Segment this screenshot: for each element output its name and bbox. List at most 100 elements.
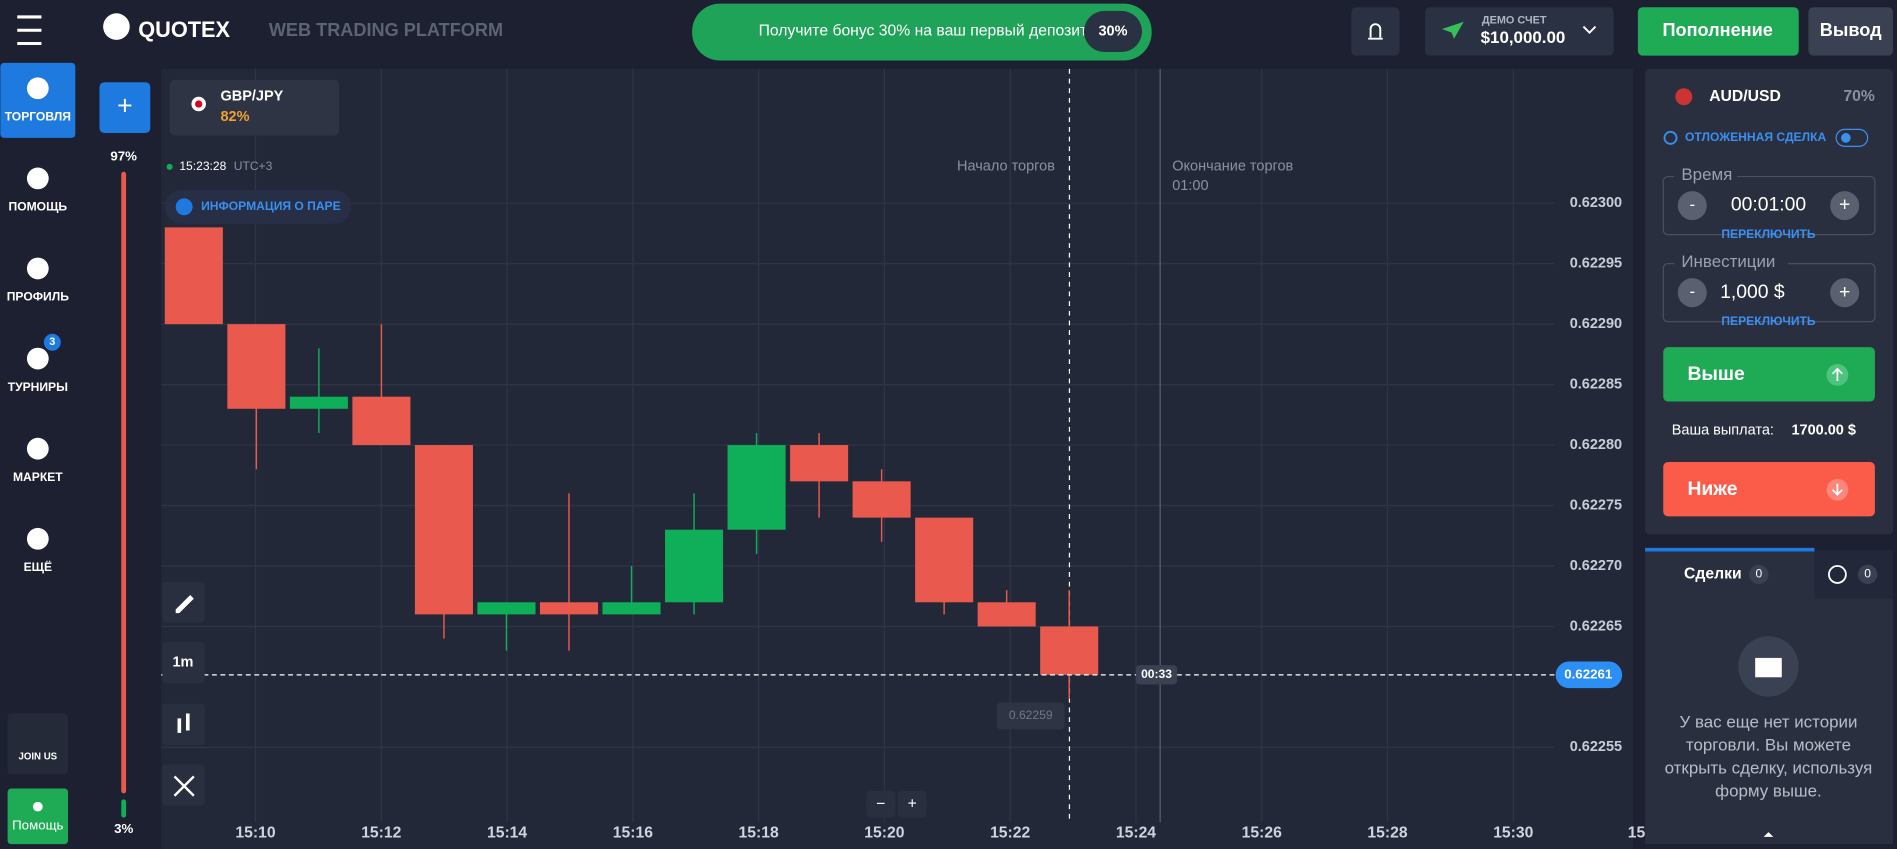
empty-text: форму выше.: [1715, 782, 1822, 801]
plus-button[interactable]: [1830, 278, 1860, 308]
nav-label[interactable]: ПРОФИЛЬ: [7, 290, 69, 304]
zoom-out-text: −: [876, 795, 885, 812]
deposit-button[interactable]: [1637, 7, 1799, 56]
x-tick-label: 15:14: [487, 824, 527, 841]
nav-icon: [26, 77, 49, 100]
zoom-in[interactable]: [897, 790, 927, 818]
empty-text: открыть сделку, используя: [1665, 759, 1873, 778]
trade-panel: [1645, 68, 1894, 535]
promo[interactable]: [692, 3, 1152, 61]
asset-tab[interactable]: [169, 79, 339, 136]
payout-value: 1700.00 $: [1791, 422, 1856, 438]
plus-text: +: [1839, 281, 1850, 303]
panel-asset: AUD/USD: [1709, 88, 1781, 105]
candle-body: [915, 517, 974, 603]
logo-icon: [103, 13, 130, 40]
up-button[interactable]: [1663, 347, 1875, 402]
candle-body: [414, 445, 473, 615]
zoom-in-text: +: [908, 795, 917, 812]
sentiment-up: [121, 799, 127, 818]
candle-body: [477, 602, 536, 615]
y-tick-label: 0.62300: [1570, 195, 1622, 211]
y-tick-label: 0.62255: [1570, 739, 1622, 755]
chevron: [1582, 25, 1597, 35]
subtitle: WEB TRADING PLATFORM: [269, 20, 503, 40]
pending-toggle[interactable]: [1835, 128, 1869, 147]
deposit-text: Пополнение: [1662, 20, 1772, 40]
switch-link[interactable]: ПЕРЕКЛЮЧИТЬ: [1721, 314, 1816, 328]
nav-label[interactable]: ЕЩЁ: [24, 559, 52, 574]
notifications[interactable]: [1351, 7, 1400, 56]
x-tick-label: 15:18: [739, 824, 779, 841]
minus-text: -: [1689, 195, 1695, 214]
plus-button[interactable]: [1830, 191, 1860, 221]
sidebar: 3 JOIN US Помощь ТОРГОВЛЯ ПОМОЩЬ ПРОФИЛЬ ТУ…: [5, 77, 71, 845]
timeframe: 1m: [172, 655, 193, 671]
timeframe-tool[interactable]: [162, 642, 205, 684]
join-text: JOIN US: [19, 752, 58, 763]
account[interactable]: [1425, 7, 1614, 56]
down-button[interactable]: [1663, 461, 1875, 517]
menu-icon[interactable]: [17, 15, 42, 46]
withdraw-button[interactable]: [1808, 7, 1894, 56]
switch-link[interactable]: ПЕРЕКЛЮЧИТЬ: [1721, 227, 1816, 241]
help-dot: [32, 801, 43, 812]
timezone: UTC+3: [234, 159, 273, 173]
zoom-out[interactable]: [866, 790, 896, 818]
trades-tab[interactable]: Сделки: [1684, 566, 1742, 583]
empty-text: торговли. Вы можете: [1686, 736, 1851, 755]
candle-body: [227, 324, 286, 409]
minus-button[interactable]: [1677, 278, 1707, 308]
sidebar-active: [0, 62, 76, 138]
sentiment-bottom: 3%: [114, 821, 133, 836]
minus-button[interactable]: [1677, 191, 1707, 221]
time-value: 00:01:00: [1731, 194, 1806, 216]
candle-body: [665, 529, 724, 603]
x-tick-label: 15:22: [990, 824, 1030, 841]
badge-text: 3: [49, 336, 55, 348]
chart-area: [161, 68, 1634, 849]
help-text: Помощь: [12, 818, 63, 833]
live-dot: [166, 163, 173, 170]
panel-payout: 70%: [1843, 88, 1874, 105]
start-label: Начало торгов: [957, 159, 1055, 175]
y-tick-label: 0.62285: [1570, 376, 1622, 392]
join-box[interactable]: [7, 713, 69, 775]
nav-icon: [26, 527, 49, 550]
add-asset[interactable]: [99, 82, 151, 134]
asset-payout: 82%: [220, 109, 249, 125]
candle-body: [790, 445, 849, 482]
account-label: ДЕМО СЧЕТ: [1482, 14, 1547, 26]
timer-text: 00:33: [1141, 667, 1172, 681]
info-pill[interactable]: [164, 189, 352, 224]
badge: [43, 333, 61, 351]
up-text: Выше: [1687, 363, 1745, 385]
help-button[interactable]: [7, 788, 69, 845]
x-tick-label: 15:26: [1242, 824, 1282, 841]
invest-value: 1,000 $: [1720, 281, 1785, 303]
plus-text: +: [1839, 194, 1850, 216]
nav-label[interactable]: ПОМОЩЬ: [9, 200, 68, 214]
nav-icon: [26, 437, 49, 460]
nav-label[interactable]: ТУРНИРЫ: [8, 380, 68, 394]
down-text: Ниже: [1687, 478, 1737, 500]
x-tick-label: 15:10: [235, 824, 275, 841]
x-tick-label: 15:16: [613, 824, 653, 841]
chart-type-tool[interactable]: [162, 703, 205, 745]
nav-label[interactable]: МАРКЕТ: [13, 470, 63, 484]
trade-form: AUD/USD 70% ОТЛОЖЕННАЯ СДЕЛКА Время 00:0…: [1662, 88, 1876, 517]
y-tick-label: 0.62265: [1570, 618, 1622, 634]
empty-text: У вас еще нет истории: [1680, 713, 1858, 732]
x-tick-label: 15:: [1628, 824, 1651, 841]
clock: 15:23:28: [179, 159, 226, 173]
candle-body: [727, 445, 786, 530]
history-tab[interactable]: [1828, 565, 1847, 584]
nav-icon: [26, 257, 49, 280]
nav-icon: [26, 167, 49, 190]
nav-label[interactable]: ТОРГОВЛЯ: [5, 109, 71, 123]
nav-icon: [26, 347, 49, 370]
payout-label: Ваша выплата:: [1672, 422, 1774, 438]
candle-body: [977, 602, 1036, 627]
